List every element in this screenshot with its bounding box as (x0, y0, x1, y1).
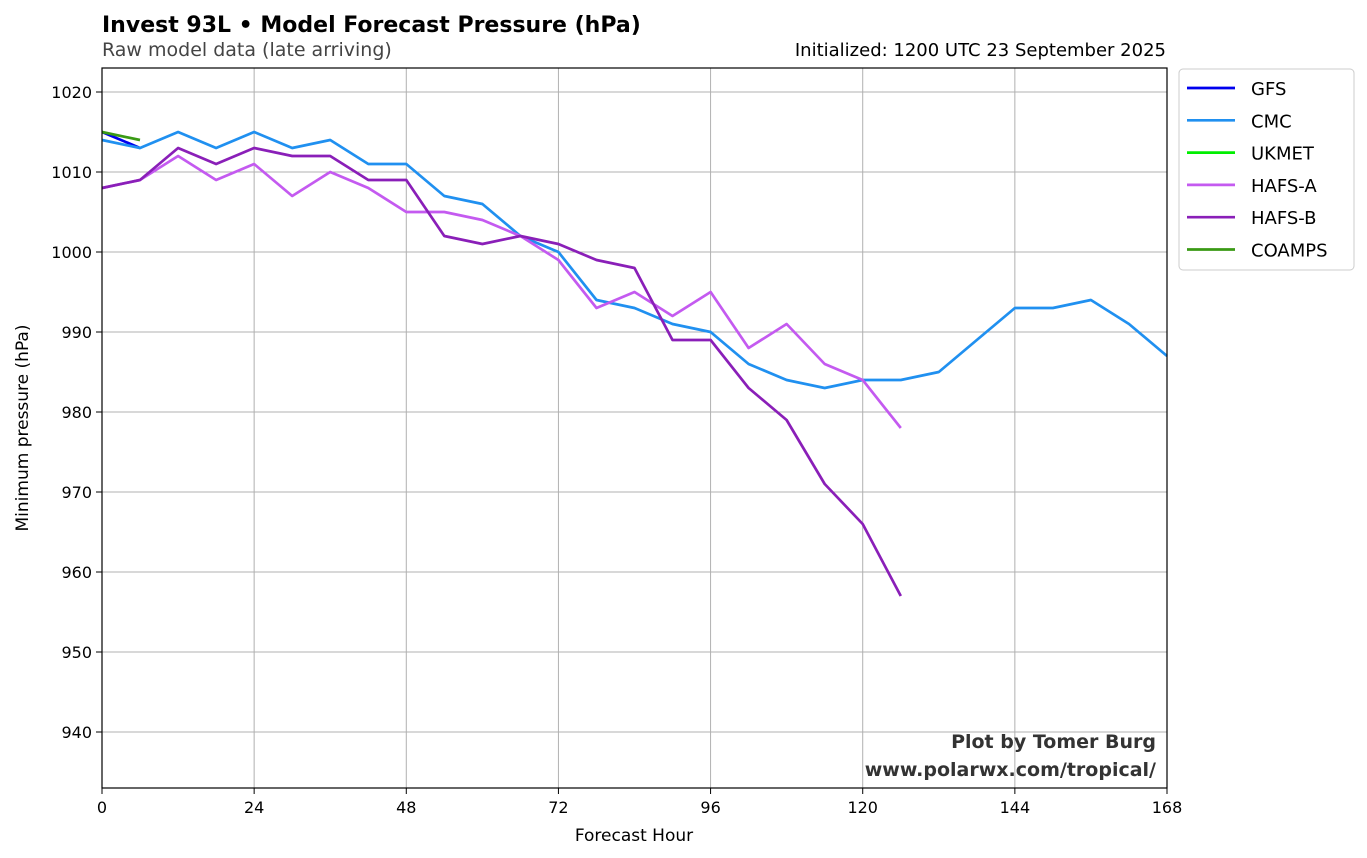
legend: GFS CMC UKMET HAFS-A HAFS-B COAMPS (1178, 68, 1355, 271)
x-tick-label: 24 (244, 798, 264, 817)
x-axis-ticks: 0 24 48 72 96 120 144 168 (97, 788, 1182, 817)
grid-lines (102, 68, 1167, 788)
y-tick-label: 960 (61, 563, 92, 582)
chart-title: Invest 93L • Model Forecast Pressure (hP… (102, 13, 641, 38)
legend-label-ukmet: UKMET (1251, 144, 1315, 165)
series-line-coamps (101, 130, 141, 142)
chart-subtitle: Raw model data (late arriving) (102, 39, 392, 61)
y-tick-label: 990 (61, 323, 92, 342)
legend-label-hafs-b: HAFS-B (1251, 208, 1317, 229)
x-tick-label: 144 (1000, 798, 1031, 817)
legend-label-gfs: GFS (1251, 79, 1286, 100)
y-axis-label: Minimum pressure (hPa) (13, 325, 33, 532)
y-tick-label: 1010 (51, 163, 92, 182)
y-tick-label: 980 (61, 403, 92, 422)
x-tick-label: 48 (396, 798, 416, 817)
x-tick-label: 72 (548, 798, 568, 817)
x-tick-label: 96 (700, 798, 720, 817)
y-tick-label: 1000 (51, 243, 92, 262)
credit-url: www.polarwx.com/tropical/ (865, 759, 1156, 781)
legend-label-coamps: COAMPS (1251, 241, 1328, 262)
x-tick-label: 168 (1152, 798, 1183, 817)
y-axis-ticks: 940 950 960 970 980 990 1000 1010 1020 (51, 83, 102, 742)
y-tick-label: 950 (61, 643, 92, 662)
y-tick-label: 970 (61, 483, 92, 502)
credit-author: Plot by Tomer Burg (951, 731, 1156, 753)
series-line-cmc (101, 130, 1168, 390)
plot-frame (101, 67, 1168, 789)
y-tick-label: 940 (61, 723, 92, 742)
series-lines (101, 130, 1168, 597)
y-tick-label: 1020 (51, 83, 92, 102)
legend-label-hafs-a: HAFS-A (1251, 176, 1317, 197)
series-line-hafs-a (101, 154, 902, 429)
x-axis-label: Forecast Hour (575, 826, 693, 846)
legend-label-cmc: CMC (1251, 111, 1292, 132)
series-line-hafs-b (101, 146, 902, 597)
x-tick-label: 120 (847, 798, 878, 817)
initialized-label: Initialized: 1200 UTC 23 September 2025 (795, 40, 1166, 61)
x-tick-label: 0 (97, 798, 107, 817)
